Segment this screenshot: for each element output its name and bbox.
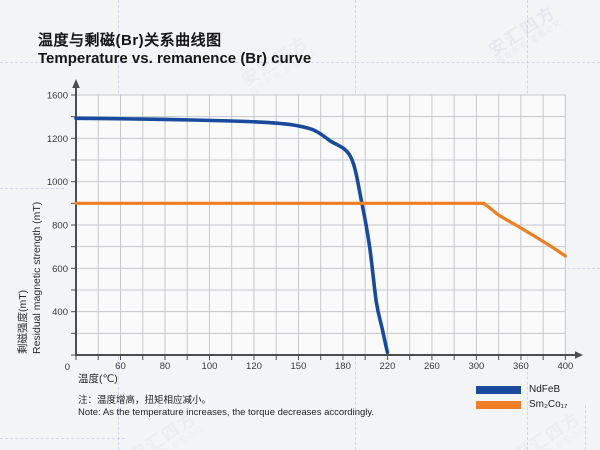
- origin-label: 0: [65, 362, 70, 373]
- y-tick-label: 400: [52, 307, 68, 318]
- y-tick-label: 1200: [47, 134, 68, 145]
- x-axis-title: 温度(℃): [78, 373, 118, 385]
- series-line-0: [74, 116, 390, 355]
- legend-label-sm2co17: Sm₂Co₁₇: [529, 399, 568, 410]
- legend-label-ndfeb: NdFeB: [529, 384, 561, 395]
- legend-swatch-ndfeb: [476, 385, 521, 394]
- series-line-1: [74, 201, 567, 258]
- footnote-en: Note: As the temperature increases, the …: [78, 407, 375, 418]
- legend-swatch-sm2co17: [476, 400, 521, 409]
- x-tick-label: 120: [246, 361, 262, 372]
- y-tick-label: 1600: [47, 91, 68, 102]
- x-tick-label: 260: [424, 361, 440, 372]
- legend-item-ndfeb: NdFeB: [476, 382, 567, 397]
- x-tick-label: 180: [335, 361, 351, 372]
- legend-item-sm2co17: Sm₂Co₁₇: [476, 397, 567, 412]
- y-tick-label: 600: [52, 264, 68, 275]
- footnote: 注：温度增高，扭矩相应减小。 Note: As the temperature …: [78, 395, 374, 419]
- y-axis-arrow: [72, 79, 80, 88]
- x-tick-label: 100: [202, 361, 218, 372]
- x-tick-label: 360: [513, 361, 529, 372]
- x-axis-arrow: [575, 351, 583, 359]
- footnote-zh: 注：温度增高，扭矩相应减小。: [78, 395, 212, 406]
- x-tick-label: 400: [557, 361, 573, 372]
- legend: NdFeB Sm₂Co₁₇: [476, 382, 567, 412]
- x-tick-label: 300: [468, 361, 484, 372]
- chart-title-en: Temperature vs. remanence (Br) curve: [38, 50, 312, 67]
- x-tick-label: 150: [291, 361, 307, 372]
- y-tick-label: 1000: [47, 177, 68, 188]
- x-tick-label: 220: [380, 361, 396, 372]
- chart-title-zh: 温度与剩磁(Br)关系曲线图: [38, 32, 222, 49]
- x-tick-label: 60: [115, 361, 126, 372]
- x-tick-label: 80: [160, 361, 171, 372]
- y-tick-label: 800: [52, 221, 68, 232]
